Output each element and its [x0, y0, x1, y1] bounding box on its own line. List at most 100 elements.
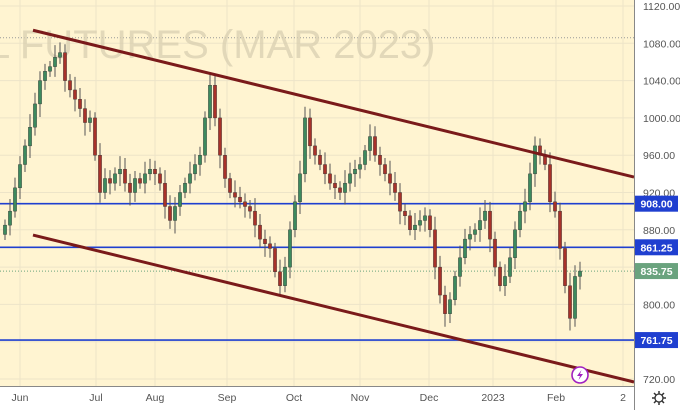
candle-body: [58, 52, 62, 58]
time-tick-label: Oct: [286, 392, 302, 404]
candle-body: [83, 108, 87, 123]
time-tick-label: Dec: [420, 392, 439, 404]
candle-body: [288, 229, 292, 268]
candle-body: [403, 210, 407, 217]
horizontal-levels: [0, 202, 634, 341]
price-tick-label: 1120.00: [643, 1, 680, 13]
candle: [453, 270, 457, 306]
candle-body: [413, 224, 417, 230]
candle: [468, 226, 472, 251]
candle-body: [133, 178, 137, 193]
candle: [373, 126, 377, 162]
candle-body: [73, 89, 77, 100]
price-tick-label: 880.00: [643, 225, 675, 237]
candle: [283, 256, 287, 293]
candle: [23, 139, 27, 172]
candle-body: [248, 206, 252, 212]
trendline: [32, 28, 635, 179]
candle-body: [523, 201, 527, 212]
candle: [563, 241, 567, 294]
candle-body: [368, 136, 372, 151]
candle: [253, 198, 257, 238]
candle-body: [453, 276, 457, 300]
price-tag-label: 761.75: [640, 335, 672, 347]
candle: [53, 45, 57, 77]
candle-body: [383, 164, 387, 175]
candle: [13, 177, 17, 218]
candle: [473, 223, 477, 242]
candle-body: [338, 187, 342, 193]
candle: [268, 236, 272, 258]
gear-icon[interactable]: [652, 391, 666, 405]
candle: [293, 195, 297, 238]
candle: [348, 162, 352, 192]
candle-body: [63, 52, 67, 81]
candle-body: [308, 117, 312, 147]
candle: [438, 255, 442, 304]
time-tick-label: 2023: [481, 392, 505, 404]
candle: [258, 213, 262, 248]
candle-body: [323, 164, 327, 175]
candle: [383, 157, 387, 182]
candle-body: [363, 150, 367, 165]
candle-body: [113, 173, 117, 184]
candle-body: [158, 173, 162, 184]
candle: [163, 170, 167, 219]
candle-body: [163, 182, 167, 207]
candle: [393, 171, 397, 201]
candle: [173, 197, 177, 234]
candle-body: [48, 66, 52, 72]
candle: [78, 88, 82, 117]
candle: [183, 177, 187, 199]
time-axis[interactable]: [0, 386, 634, 410]
candle: [88, 110, 92, 132]
candle: [178, 185, 182, 216]
candle-body: [223, 154, 227, 179]
candle-body: [33, 103, 37, 128]
candle: [413, 213, 417, 241]
candle-body: [458, 257, 462, 277]
candle: [353, 159, 357, 187]
lightning-icon[interactable]: [571, 366, 589, 384]
candle: [418, 210, 422, 232]
candle: [128, 173, 132, 206]
candle: [573, 265, 577, 327]
candle: [443, 285, 447, 327]
candle-body: [353, 168, 357, 175]
time-tick-label: 2: [620, 392, 626, 404]
candle-body: [193, 164, 197, 175]
candle: [298, 160, 302, 214]
candle: [578, 261, 582, 290]
price-tags: 908.00 861.25 761.75 835.75: [635, 195, 678, 349]
candle-body: [468, 234, 472, 240]
candle: [103, 168, 107, 200]
candle-body: [478, 220, 482, 231]
candle: [428, 209, 432, 238]
candle-body: [473, 229, 477, 235]
candle: [288, 221, 292, 279]
candle: [548, 152, 552, 213]
candle: [508, 247, 512, 283]
candle: [403, 203, 407, 226]
candle-body: [488, 210, 492, 240]
candle-body: [398, 192, 402, 212]
candle-body: [243, 201, 247, 207]
candle-body: [178, 192, 182, 207]
candle: [218, 108, 222, 169]
price-tag-label: 861.25: [640, 242, 672, 254]
watermark: L FUTURES (MAR 2023): [0, 23, 436, 67]
candle-body: [263, 238, 267, 244]
trendlines: [32, 28, 635, 384]
candle-body: [533, 145, 537, 175]
candle: [18, 156, 22, 200]
candle: [338, 181, 342, 200]
candle: [458, 245, 462, 287]
time-tick-label: Nov: [351, 392, 370, 404]
candle-body: [208, 85, 212, 119]
candle-body: [203, 117, 207, 156]
candle: [533, 136, 537, 187]
candle: [493, 231, 497, 277]
candle-body: [138, 178, 142, 184]
candle: [28, 114, 32, 158]
